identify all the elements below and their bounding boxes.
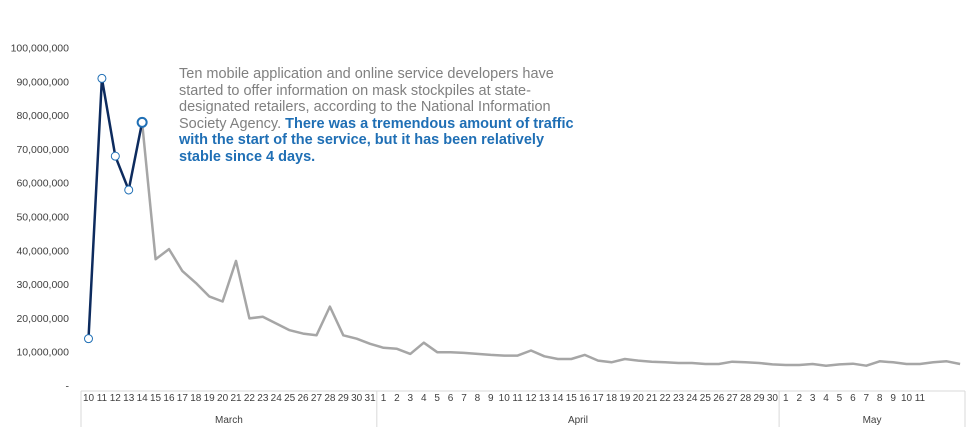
y-tick-label: 20,000,000 xyxy=(16,313,69,325)
x-tick-label: 19 xyxy=(619,393,631,404)
x-tick-label: 10 xyxy=(901,393,913,404)
data-point-marker xyxy=(97,73,107,83)
x-tick-label: 28 xyxy=(740,393,752,404)
x-tick-label: 10 xyxy=(499,393,511,404)
annotation-text: Ten mobile application and online servic… xyxy=(179,66,554,132)
x-tick-label: 15 xyxy=(566,393,578,404)
x-tick-label: 22 xyxy=(660,393,672,404)
y-tick-label: 40,000,000 xyxy=(16,245,69,257)
y-tick-label: 80,000,000 xyxy=(16,110,69,122)
x-tick-label: 1 xyxy=(783,393,789,404)
x-tick-label: 16 xyxy=(163,393,175,404)
x-tick-label: 28 xyxy=(324,393,336,404)
x-tick-label: 16 xyxy=(579,393,591,404)
y-axis-tick-labels: - 10,000,000 20,000,000 30,000,000 40,000,00… xyxy=(11,43,70,393)
x-tick-label: 18 xyxy=(606,393,618,404)
x-tick-label: 13 xyxy=(539,393,551,404)
x-tick-label: 18 xyxy=(190,393,202,404)
x-tick-label: 8 xyxy=(475,393,481,404)
data-markers xyxy=(84,73,148,344)
x-tick-label: 9 xyxy=(890,393,896,404)
x-tick-label: 17 xyxy=(593,393,605,404)
x-tick-label: 26 xyxy=(297,393,309,404)
data-point-marker xyxy=(110,151,120,161)
x-tick-label: 14 xyxy=(137,393,149,404)
x-tick-label: 5 xyxy=(837,393,843,404)
x-tick-label: 7 xyxy=(461,393,467,404)
x-tick-label: 10 xyxy=(83,393,95,404)
x-tick-label: 9 xyxy=(488,393,494,404)
x-tick-label: 8 xyxy=(877,393,883,404)
x-tick-label: 2 xyxy=(796,393,802,404)
x-tick-label: 30 xyxy=(767,393,779,404)
x-tick-label: 5 xyxy=(434,393,440,404)
data-point-marker xyxy=(84,334,93,344)
x-tick-label: 14 xyxy=(552,393,564,404)
x-axis: 10 11 12 13 14 15 16 17 18 19 20 21 22 23 24 25 26 27 28 29… xyxy=(80,390,966,427)
y-tick-label: 50,000,000 xyxy=(16,212,69,224)
x-tick-label: 11 xyxy=(512,393,523,404)
x-tick-label: 11 xyxy=(915,393,926,404)
x-tick-label: 12 xyxy=(110,393,122,404)
x-tick-label: 27 xyxy=(727,393,739,404)
x-tick-label: 30 xyxy=(351,393,363,404)
x-tick-label: 3 xyxy=(810,393,816,404)
x-tick-label: 29 xyxy=(338,393,350,404)
y-tick-label: 60,000,000 xyxy=(16,178,69,190)
x-tick-label: 4 xyxy=(823,393,829,404)
x-tick-label: 12 xyxy=(525,393,537,404)
series-line-later xyxy=(140,122,961,367)
data-point-marker xyxy=(136,116,148,128)
x-tick-label: 31 xyxy=(365,393,377,404)
month-label: March xyxy=(215,415,243,426)
month-label: April xyxy=(568,415,588,426)
x-tick-label: 6 xyxy=(850,393,856,404)
x-tick-label: 25 xyxy=(700,393,712,404)
y-tick-label: 30,000,000 xyxy=(16,279,69,291)
x-tick-label: 23 xyxy=(257,393,269,404)
x-tick-label: 29 xyxy=(753,393,765,404)
x-tick-label: 1 xyxy=(381,393,387,404)
x-tick-label: 23 xyxy=(673,393,685,404)
y-tick-label: - xyxy=(66,381,70,393)
y-tick-label: 70,000,000 xyxy=(16,144,69,156)
x-tick-label: 20 xyxy=(217,393,229,404)
x-tick-label: 25 xyxy=(284,393,296,404)
chart-annotation: Ten mobile application and online servic… xyxy=(179,66,589,166)
x-tick-label: 6 xyxy=(448,393,454,404)
series-line-initial xyxy=(87,77,144,339)
x-tick-label: 24 xyxy=(271,393,283,404)
x-tick-label: 2 xyxy=(394,393,400,404)
x-tick-label: 26 xyxy=(713,393,725,404)
x-tick-label: 4 xyxy=(421,393,427,404)
y-tick-label: 90,000,000 xyxy=(16,76,69,88)
x-tick-label: 27 xyxy=(311,393,323,404)
annotation-highlight: There was a tremendous amount of traffic… xyxy=(179,115,574,165)
x-tick-label: 24 xyxy=(686,393,698,404)
y-tick-label: 100,000,000 xyxy=(11,43,70,55)
x-tick-label: 7 xyxy=(863,393,869,404)
month-label: May xyxy=(863,415,882,426)
x-tick-label: 21 xyxy=(646,393,658,404)
y-tick-label: 10,000,000 xyxy=(16,347,69,359)
x-tick-label: 17 xyxy=(177,393,189,404)
x-tick-label: 13 xyxy=(123,393,135,404)
data-point-marker xyxy=(124,185,134,195)
x-tick-label: 19 xyxy=(204,393,216,404)
x-tick-label: 21 xyxy=(230,393,242,404)
x-tick-label: 15 xyxy=(150,393,162,404)
x-tick-label: 20 xyxy=(633,393,645,404)
x-tick-label: 11 xyxy=(97,393,108,404)
x-tick-label: 22 xyxy=(244,393,256,404)
x-tick-label: 3 xyxy=(408,393,414,404)
